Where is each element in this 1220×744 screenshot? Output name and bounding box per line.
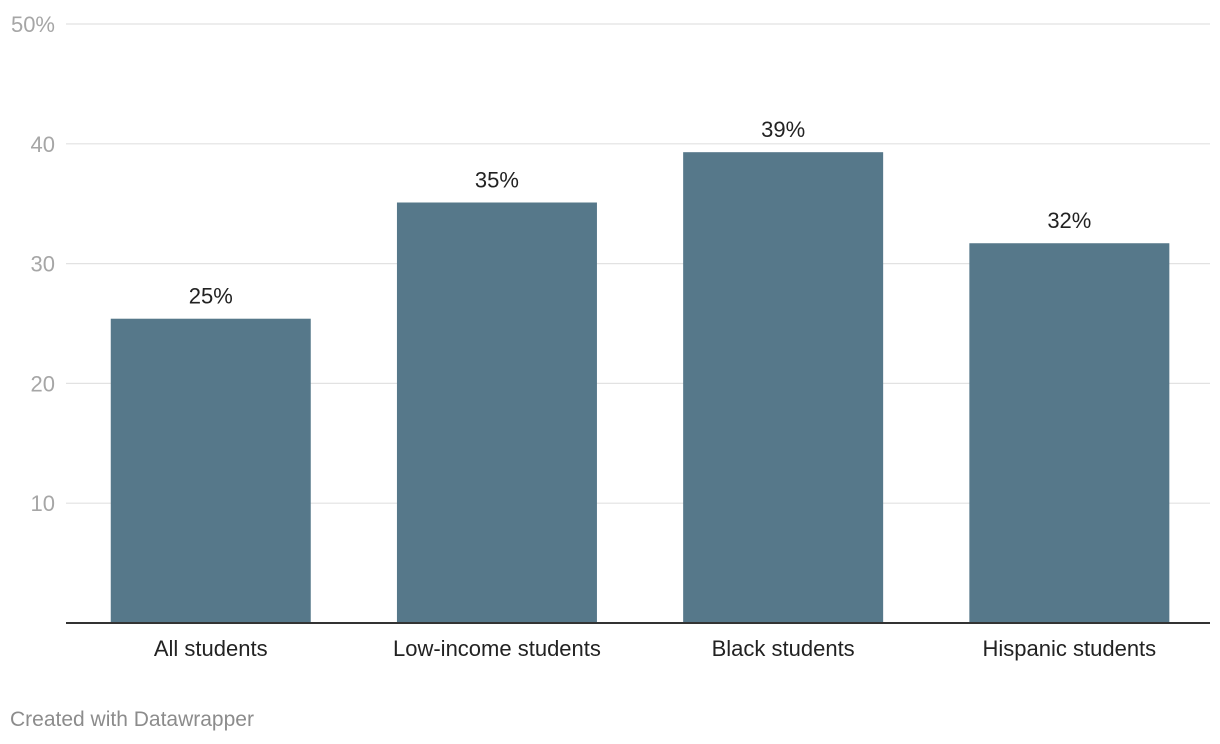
- category-label: All students: [154, 636, 268, 661]
- y-tick-label: 40: [31, 132, 55, 157]
- category-label: Black students: [712, 636, 855, 661]
- bar-value-label: 35%: [475, 168, 519, 193]
- bar: [396, 202, 597, 623]
- bar: [683, 152, 884, 623]
- y-tick-label: 30: [31, 252, 55, 277]
- category-label: Hispanic students: [983, 636, 1157, 661]
- y-tick-label: 50%: [11, 12, 55, 37]
- bar-value-label: 39%: [761, 117, 805, 142]
- credit-text: Created with Datawrapper: [10, 708, 254, 731]
- bar-value-label: 25%: [189, 284, 233, 309]
- y-axis-tick-labels: 10 20 30 40 50%: [11, 12, 55, 516]
- bar-chart: 10 20 30 40 50% 25% 35% 39% 32% All students Low…: [11, 12, 1210, 661]
- category-label: Low-income students: [393, 636, 601, 661]
- bars: [110, 152, 1170, 623]
- category-labels: All students Low-income students Black stu…: [154, 636, 1156, 661]
- y-tick-label: 20: [31, 371, 55, 396]
- bar: [110, 318, 311, 623]
- value-labels: 25% 35% 39% 32%: [189, 117, 1092, 309]
- y-tick-label: 10: [31, 491, 55, 516]
- bar: [969, 243, 1170, 623]
- bar-value-label: 32%: [1047, 208, 1091, 233]
